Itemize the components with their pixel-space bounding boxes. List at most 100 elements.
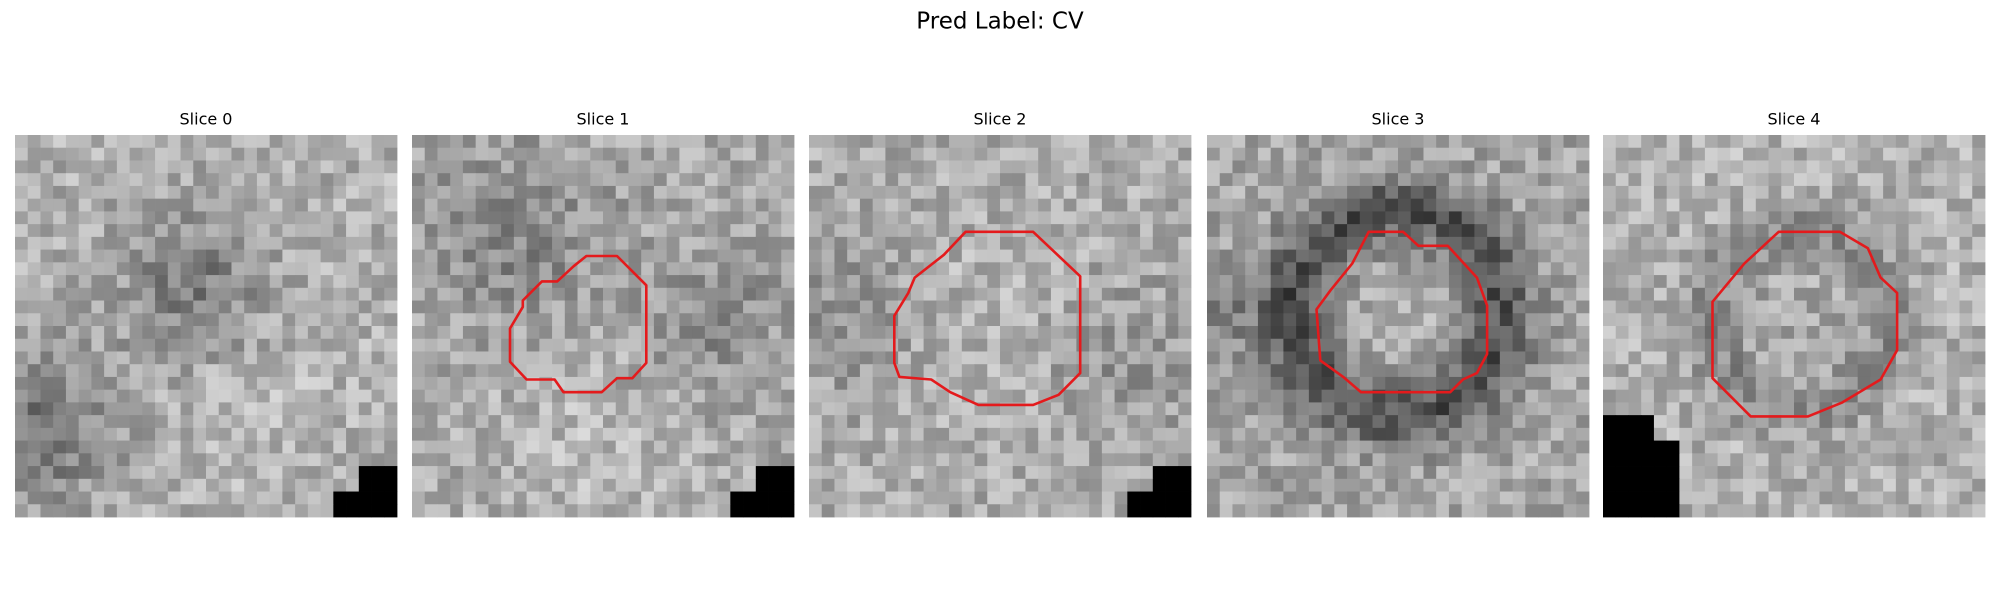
- pixel: [1704, 262, 1718, 276]
- pixel: [859, 160, 874, 174]
- pixel: [526, 491, 540, 505]
- pixel: [1207, 135, 1221, 149]
- pixel: [218, 504, 232, 518]
- pixel: [1448, 491, 1463, 505]
- pixel: [371, 351, 385, 365]
- pixel: [1946, 173, 1960, 187]
- pixel: [885, 326, 899, 340]
- pixel: [949, 326, 963, 340]
- pixel: [1050, 440, 1065, 454]
- pixel: [1334, 453, 1348, 467]
- pixel: [1283, 262, 1297, 276]
- pixel: [307, 224, 321, 238]
- pixel: [974, 351, 988, 365]
- pixel: [628, 160, 642, 174]
- pixel: [961, 198, 975, 212]
- pixel: [1165, 275, 1179, 289]
- pixel: [1679, 338, 1693, 352]
- pixel: [307, 402, 321, 416]
- pixel: [936, 275, 950, 289]
- pixel: [1628, 427, 1642, 441]
- pixel: [1603, 173, 1617, 187]
- pixel: [1576, 504, 1590, 518]
- pixel: [1487, 300, 1501, 314]
- pixel: [910, 160, 924, 174]
- pixel: [1934, 440, 1948, 454]
- pixel: [167, 364, 181, 378]
- pixel: [1959, 173, 1973, 187]
- pixel: [424, 466, 438, 480]
- pixel: [1165, 351, 1179, 365]
- pixel: [577, 262, 591, 276]
- pixel: [552, 402, 566, 416]
- pixel: [488, 389, 502, 403]
- pixel: [1012, 313, 1026, 327]
- pixel: [885, 185, 899, 200]
- pixel: [15, 211, 29, 225]
- pixel: [1806, 478, 1820, 492]
- pixel: [1972, 364, 1986, 378]
- pixel: [1844, 147, 1859, 161]
- pixel: [295, 224, 309, 238]
- pixel: [167, 504, 181, 518]
- pixel: [1245, 338, 1259, 352]
- pixel: [692, 326, 706, 340]
- pixel: [1806, 198, 1820, 212]
- pixel: [1114, 376, 1128, 391]
- pixel: [1025, 415, 1039, 429]
- pixel: [1576, 211, 1590, 225]
- pixel: [526, 478, 540, 492]
- pixel: [91, 198, 105, 212]
- pixel: [65, 249, 80, 263]
- pixel: [475, 389, 489, 403]
- pixel: [1781, 504, 1795, 518]
- pixel: [1398, 262, 1412, 276]
- pixel: [1781, 440, 1795, 454]
- pixel: [872, 287, 886, 301]
- pixel: [1114, 211, 1128, 225]
- pixel: [206, 262, 220, 276]
- pixel: [885, 135, 899, 149]
- pixel: [1628, 173, 1642, 187]
- pixel: [218, 351, 232, 365]
- pixel: [781, 275, 795, 289]
- pixel: [539, 364, 553, 378]
- pixel: [65, 147, 80, 161]
- pixel: [1653, 300, 1668, 314]
- pixel: [1499, 249, 1513, 263]
- pixel: [1959, 287, 1973, 301]
- pixel: [513, 491, 527, 505]
- pixel: [1921, 236, 1935, 250]
- pixel: [1127, 236, 1141, 250]
- pixel: [358, 478, 372, 492]
- pixel: [961, 504, 975, 518]
- pixel: [1512, 249, 1526, 263]
- pixel: [679, 326, 693, 340]
- pixel: [809, 224, 823, 238]
- pixel: [1385, 453, 1399, 467]
- pixel: [116, 135, 130, 149]
- pixel: [590, 173, 604, 187]
- pixel: [1692, 376, 1706, 391]
- pixel: [653, 173, 668, 187]
- pixel: [295, 440, 309, 454]
- pixel: [104, 504, 118, 518]
- pixel: [129, 160, 143, 174]
- pixel: [1615, 364, 1629, 378]
- pixel: [1063, 402, 1077, 416]
- pixel: [1959, 198, 1973, 212]
- pixel: [142, 466, 156, 480]
- pixel: [834, 376, 848, 391]
- pixel: [231, 236, 245, 250]
- pixel: [1101, 338, 1115, 352]
- pixel: [1603, 287, 1617, 301]
- pixel: [1359, 478, 1373, 492]
- pixel: [821, 415, 835, 429]
- pixel: [1934, 224, 1948, 238]
- pixel: [462, 198, 477, 212]
- pixel: [462, 173, 477, 187]
- pixel: [1666, 478, 1680, 492]
- pixel: [577, 466, 591, 480]
- pixel: [1921, 173, 1935, 187]
- pixel: [104, 491, 118, 505]
